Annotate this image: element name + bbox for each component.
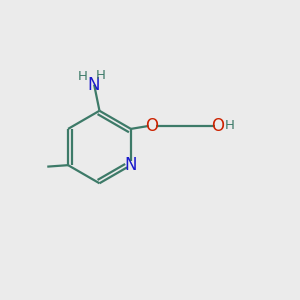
- Text: N: N: [88, 76, 100, 94]
- Text: O: O: [145, 117, 158, 135]
- Text: H: H: [78, 70, 88, 83]
- Text: N: N: [124, 156, 137, 174]
- Text: H: H: [225, 119, 235, 132]
- Text: H: H: [96, 69, 106, 82]
- Text: O: O: [211, 117, 224, 135]
